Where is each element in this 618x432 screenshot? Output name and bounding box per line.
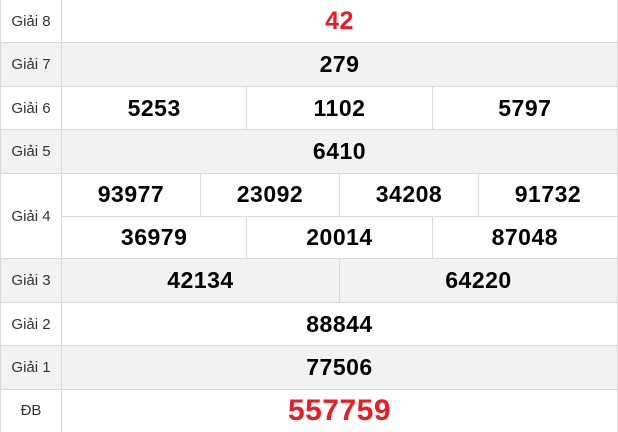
prize-subrow: 36979 20014 87048 bbox=[62, 215, 617, 259]
prize-subrow: 42 bbox=[62, 0, 617, 42]
prize-value: 36979 bbox=[120, 223, 188, 250]
prize-value: 23092 bbox=[200, 173, 339, 216]
prize-row: Giải 8 42 bbox=[1, 0, 617, 44]
prize-value: 34208 bbox=[339, 173, 478, 216]
prize-label: Giải 8 bbox=[1, 0, 62, 43]
prize-subrow: 557759 bbox=[62, 390, 617, 432]
prize-values: 557759 bbox=[62, 390, 617, 432]
prize-row: Giải 2 88844 bbox=[1, 302, 617, 347]
prize-value: 77506 bbox=[306, 353, 373, 380]
prize-value: 20014 bbox=[246, 216, 431, 259]
prize-label: Giải 2 bbox=[1, 302, 62, 346]
prize-values: 279 bbox=[62, 43, 617, 85]
prize-values: 77506 bbox=[62, 346, 617, 388]
prize-label: Giải 4 bbox=[1, 173, 62, 259]
prize-values: 42 bbox=[62, 0, 617, 42]
prize-value: 6410 bbox=[312, 137, 367, 164]
prize-row: Giải 3 42134 64220 bbox=[1, 259, 617, 303]
prize-values: 42134 64220 bbox=[62, 259, 617, 302]
prize-subrow: 5253 1102 5797 bbox=[62, 86, 617, 130]
prize-values: 88844 bbox=[62, 303, 617, 345]
prize-value: 42134 bbox=[167, 267, 234, 294]
prize-subrow: 88844 bbox=[62, 303, 617, 345]
prize-values: 93977 23092 34208 91732 36979 20014 87048 bbox=[62, 173, 617, 259]
prize-value: 64220 bbox=[339, 259, 617, 302]
prize-subrow: 93977 23092 34208 91732 bbox=[62, 173, 617, 216]
prize-value: 5253 bbox=[127, 94, 181, 121]
prize-subrow: 279 bbox=[62, 43, 617, 85]
prize-label: ĐB bbox=[1, 389, 62, 432]
prize-value: 557759 bbox=[287, 393, 392, 427]
prize-label: Giải 3 bbox=[1, 259, 62, 302]
prize-value: 5797 bbox=[431, 86, 617, 130]
prize-values: 6410 bbox=[62, 130, 617, 172]
prize-value: 93977 bbox=[97, 181, 165, 208]
prize-row: ĐB 557759 bbox=[1, 389, 617, 432]
prize-label: Giải 1 bbox=[1, 346, 62, 389]
prize-value: 87048 bbox=[431, 216, 617, 259]
prize-value: 279 bbox=[319, 51, 360, 78]
prize-subrow: 77506 bbox=[62, 346, 617, 388]
prize-value: 88844 bbox=[306, 310, 373, 337]
prize-subrow: 42134 64220 bbox=[62, 259, 617, 302]
prize-label: Giải 7 bbox=[1, 43, 62, 86]
prize-row: Giải 6 5253 1102 5797 bbox=[1, 86, 617, 131]
prize-value: 42 bbox=[325, 6, 354, 35]
prize-values: 5253 1102 5797 bbox=[62, 86, 617, 130]
prize-value: 91732 bbox=[478, 173, 617, 216]
prize-value: 1102 bbox=[246, 86, 431, 130]
prize-label: Giải 6 bbox=[1, 86, 62, 130]
prize-row: Giải 7 279 bbox=[1, 43, 617, 87]
prize-row: Giải 4 93977 23092 34208 91732 36979 20014 8704… bbox=[1, 173, 617, 260]
prize-row: Giải 5 6410 bbox=[1, 130, 617, 174]
prize-subrow: 6410 bbox=[62, 130, 617, 172]
prize-row: Giải 1 77506 bbox=[1, 346, 617, 390]
prize-label: Giải 5 bbox=[1, 130, 62, 173]
